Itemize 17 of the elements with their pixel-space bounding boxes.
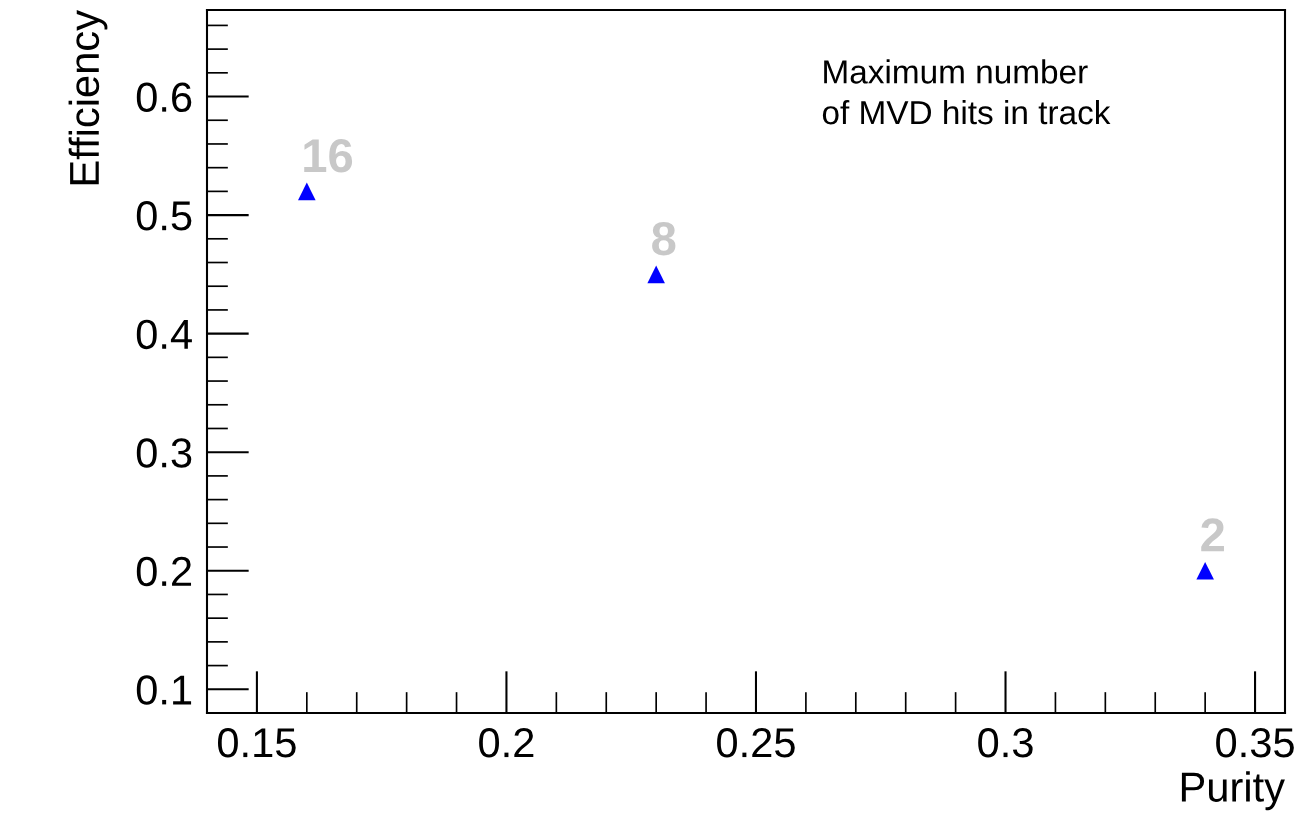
y-tick-label: 0.4 bbox=[136, 319, 192, 350]
x-tick-label: 0.35 bbox=[1216, 727, 1294, 758]
y-tick-label: 0.6 bbox=[136, 82, 192, 113]
point bbox=[1196, 561, 1214, 580]
point bbox=[298, 182, 316, 201]
x-axis-title: Purity bbox=[1181, 771, 1285, 811]
y-axis-title: Efficiency bbox=[68, 10, 108, 185]
x-tick-label: 0.2 bbox=[479, 727, 534, 758]
x-tick-label: 0.3 bbox=[978, 727, 1033, 758]
y-tick-label: 0.3 bbox=[136, 438, 192, 468]
x-tick-label: 0.15 bbox=[217, 727, 296, 758]
annotation: Maximum number of MVD hits in track bbox=[822, 59, 1111, 125]
point bbox=[647, 265, 665, 284]
y-tick-label: 0.2 bbox=[136, 556, 192, 587]
x-tick-label: 0.25 bbox=[717, 727, 795, 758]
y-tick-label: 0.1 bbox=[136, 675, 192, 705]
y-tick-label: 0.5 bbox=[136, 201, 192, 231]
